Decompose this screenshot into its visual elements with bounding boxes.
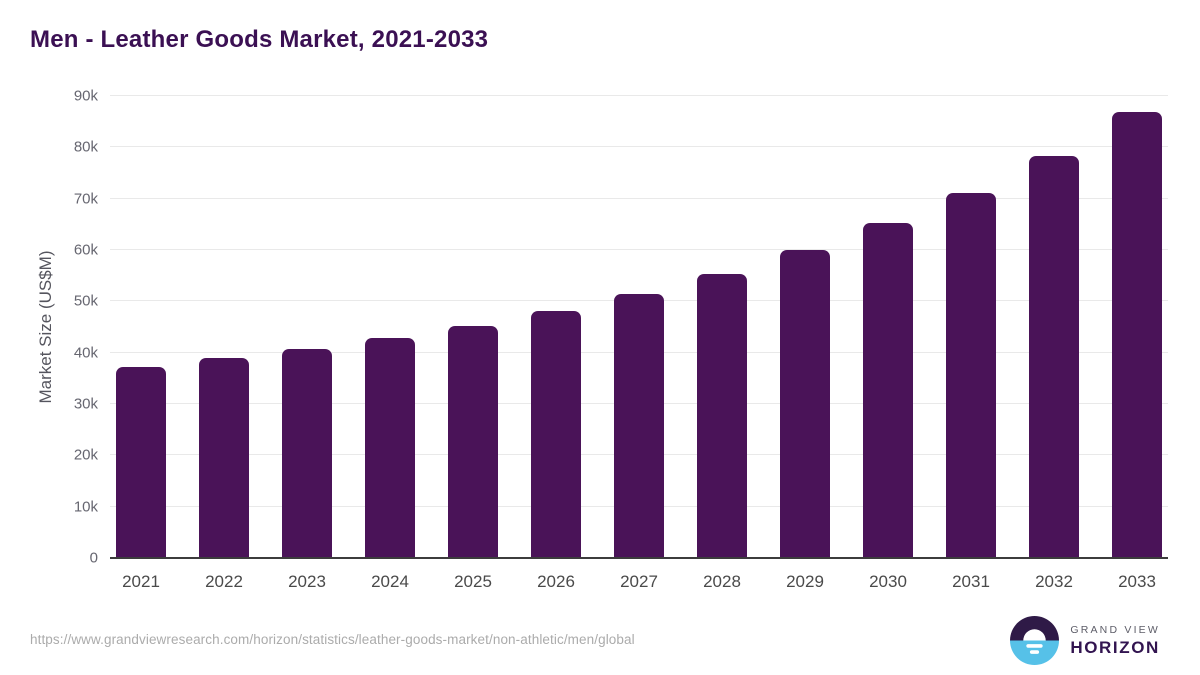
logo-text: GRAND VIEW HORIZON <box>1070 624 1160 658</box>
bar-column-2026: 2026 <box>531 96 581 591</box>
y-tick-label-20k: 20k <box>73 446 98 464</box>
x-tick-label-2028: 2028 <box>703 572 741 591</box>
bar-column-2031: 2031 <box>946 96 996 591</box>
gridline-80k <box>110 146 1168 148</box>
x-tick-label-2021: 2021 <box>122 572 160 591</box>
bars: 2021 2022 2023 2024 2025 2026 2027 2028 2029 2030… <box>110 96 1168 591</box>
source-url: https://www.grandviewresearch.com/horizo… <box>30 632 635 647</box>
bar-column-2024: 2024 <box>365 96 415 591</box>
bar-2031 <box>946 193 996 558</box>
x-axis-line <box>110 557 1168 559</box>
x-tick-label-2025: 2025 <box>454 572 492 591</box>
bar-column-2023: 2023 <box>282 96 332 591</box>
bar-column-2029: 2029 <box>780 96 830 591</box>
y-tick-label-90k: 90k <box>73 87 98 105</box>
gridline-90k <box>110 95 1168 96</box>
x-tick-label-2029: 2029 <box>786 572 824 591</box>
horizon-sunrise-icon <box>1010 616 1060 665</box>
y-tick-label-70k: 70k <box>73 190 98 208</box>
bar-column-2027: 2027 <box>614 96 664 591</box>
x-tick-label-2031: 2031 <box>952 572 990 591</box>
y-tick-label-80k: 80k <box>73 138 98 156</box>
bar-2028 <box>697 274 747 558</box>
gridline-60k <box>110 249 1168 251</box>
bar-2024 <box>365 338 415 558</box>
bar-2023 <box>282 348 332 558</box>
bar-column-2032: 2032 <box>1029 96 1079 591</box>
bar-column-2028: 2028 <box>697 96 747 591</box>
bar-2029 <box>780 250 830 558</box>
grand-view-horizon-logo: GRAND VIEW HORIZON <box>1010 616 1160 665</box>
bar-2027 <box>614 294 664 558</box>
x-tick-label-2026: 2026 <box>537 572 575 591</box>
x-tick-label-2022: 2022 <box>205 572 243 591</box>
x-tick-label-2032: 2032 <box>1035 572 1073 591</box>
gridline-70k <box>110 197 1168 199</box>
logo-grand-view-label: GRAND VIEW <box>1070 623 1160 636</box>
y-axis-title: Market Size (US$M) <box>36 250 55 404</box>
logo-horizon-label: HORIZON <box>1070 637 1160 657</box>
x-tick-label-2024: 2024 <box>371 572 409 591</box>
y-tick-label-10k: 10k <box>73 498 98 516</box>
x-tick-label-2027: 2027 <box>620 572 658 591</box>
bar-2026 <box>531 311 581 558</box>
bar-2030 <box>863 223 913 558</box>
bar-column-2021: 2021 <box>116 96 166 591</box>
bar-2022 <box>199 358 249 558</box>
y-tick-label-60k: 60k <box>73 241 98 259</box>
bar-column-2025: 2025 <box>448 96 498 591</box>
bar-2025 <box>448 325 498 558</box>
page-title: Men - Leather Goods Market, 2021-2033 <box>30 26 489 53</box>
bar-2033 <box>1112 112 1162 558</box>
x-tick-label-2023: 2023 <box>288 572 326 591</box>
bar-column-2030: 2030 <box>863 96 913 591</box>
bar-2032 <box>1029 155 1079 558</box>
bar-2021 <box>116 367 166 558</box>
x-tick-label-2030: 2030 <box>869 572 907 591</box>
y-tick-label-40k: 40k <box>73 344 98 362</box>
y-tick-label-0: 0 <box>89 549 98 567</box>
x-tick-label-2033: 2033 <box>1118 572 1156 591</box>
bar-column-2022: 2022 <box>199 96 249 591</box>
bar-column-2033: 2033 <box>1112 96 1162 591</box>
plot-area: 0 10k 20k 30k 40k 50k 60k 70k 80k 90k 2021 2022 202… <box>74 88 1168 591</box>
y-tick-label-50k: 50k <box>73 292 98 310</box>
y-tick-label-30k: 30k <box>73 395 98 413</box>
